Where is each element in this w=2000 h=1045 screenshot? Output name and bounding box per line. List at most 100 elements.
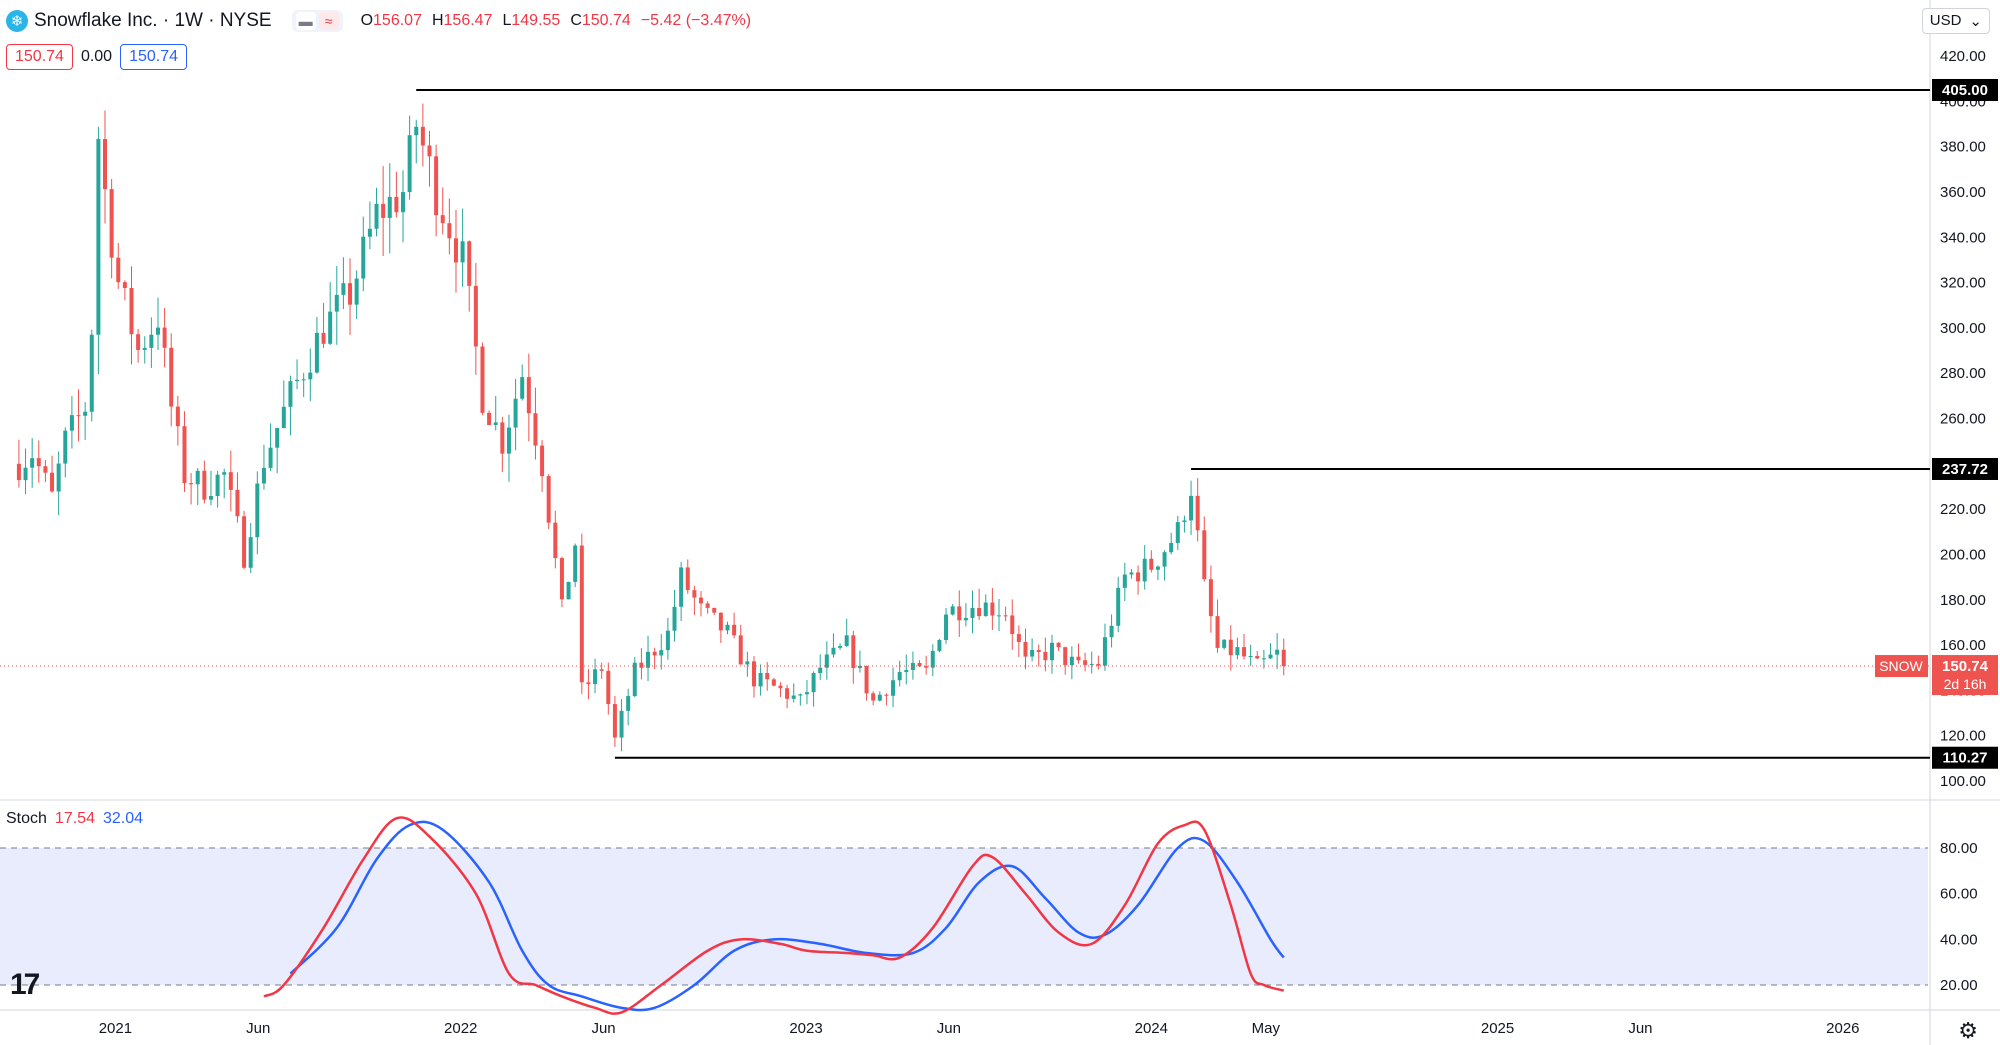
candle-body [401,192,406,213]
stoch-k-line [263,816,1285,1015]
candle-body [109,189,114,258]
stoch-d-line [289,820,1285,1012]
candle-body [1122,574,1127,588]
high-label: H [431,12,444,29]
y-tick-label: 200.00 [1940,546,1986,563]
x-tick-label: Jun [1628,1020,1652,1037]
wave-icon[interactable]: ≈ [318,12,339,30]
y-tick-label: 420.00 [1940,48,1986,65]
candle-body [566,581,571,600]
candle-body [261,467,266,484]
buy-price-box[interactable]: 150.74 [120,44,188,70]
price-tag-label: 150.74 [1942,658,1989,675]
candle-body [1228,639,1233,656]
candle-body [652,651,657,656]
x-tick-label: Jun [591,1020,615,1037]
candle-body [864,665,869,694]
candle-body [467,241,472,286]
level-label: 237.72 [1942,461,1988,478]
x-tick-label: 2021 [99,1020,132,1037]
candle-body [348,283,353,305]
candle-body [268,447,273,468]
candle-body [738,635,743,665]
candle-body [526,377,531,414]
candle-body [904,669,909,673]
candle-body [440,215,445,224]
tradingview-logo-icon[interactable]: 17 [10,968,40,1001]
snowflake-icon: ❄ [6,10,28,32]
candle-body [765,672,770,680]
candle-body [1202,530,1207,580]
countdown-label: 2d 16h [1944,676,1987,692]
candle-body [1030,649,1035,657]
candle-body [374,203,379,229]
candle-body [1003,615,1008,617]
y-tick-label: 120.00 [1940,728,1986,745]
candle-body [659,650,664,656]
stoch-y-tick-label: 80.00 [1940,840,1978,857]
candle-body [513,398,518,428]
stoch-y-tick-label: 20.00 [1940,977,1978,994]
candle-body [281,406,286,428]
candle-body [917,662,922,667]
candle-body [990,602,995,616]
candle-body [321,332,326,344]
ohlc-readout: O156.07 H156.47 L149.55 C150.74 −5.42 (−… [361,12,752,30]
candle-body [692,590,697,598]
level-tag [1932,78,1998,101]
candle-body [1069,656,1074,666]
candle-body [1169,542,1174,553]
stoch-name[interactable]: Stoch [6,810,47,827]
candle-body [533,413,538,446]
candle-body [175,406,180,427]
x-tick-label: May [1252,1020,1281,1037]
candle-body [334,294,339,312]
candle-body [831,647,836,655]
candle-body [612,704,617,738]
candle-body [818,667,823,674]
y-tick-label: 180.00 [1940,592,1986,609]
symbol-title[interactable]: Snowflake Inc. · 1W · NYSE [34,10,272,31]
gear-icon[interactable]: ⚙ [1958,1018,1978,1043]
candle-body [844,635,849,647]
candle-body [705,603,710,608]
candle-body [275,427,280,448]
candle-body [718,612,723,631]
candle-body [122,282,127,288]
candle-body [811,673,816,693]
candle-body [877,694,882,701]
level-label: 110.27 [1942,750,1987,767]
candle-body [308,372,313,380]
candle-body [23,467,28,481]
candle-body [215,474,220,496]
candle-body [1036,649,1041,652]
symbol-tag [1875,655,1928,678]
candle-body [103,139,108,190]
candle-body [1129,572,1134,575]
close-value: 150.74 [581,12,631,29]
candle-body [1175,522,1180,543]
candle-body [460,241,465,263]
candle-body [685,567,690,591]
currency-select[interactable]: USD ⌄ [1921,8,1990,34]
candle-body [970,607,975,618]
minus-icon[interactable]: ▬ [295,12,316,30]
y-tick-label: 100.00 [1940,773,1986,790]
candle-body [129,287,134,335]
candle-body [771,679,776,686]
visibility-toggle[interactable]: ▬ ≈ [291,10,343,32]
candle-body [427,145,432,157]
y-tick-label: 220.00 [1940,501,1986,518]
candle-body [314,332,319,373]
candle-body [394,196,399,213]
candle-body [76,415,81,417]
sell-price-box[interactable]: 150.74 [6,44,73,70]
candle-body [1089,663,1094,665]
candle-body [857,665,862,669]
candle-body [1222,639,1227,648]
candle-body [553,522,558,559]
candle-body [16,463,21,481]
candle-body [242,516,247,568]
x-tick-label: 2025 [1481,1020,1514,1037]
